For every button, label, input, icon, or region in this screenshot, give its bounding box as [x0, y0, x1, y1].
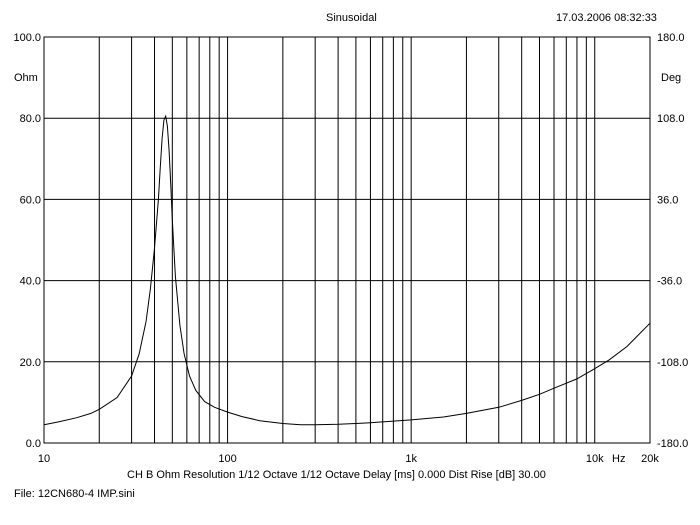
- y-right-tick-label: 108.0: [657, 113, 685, 125]
- y-left-tick-label: 0.0: [26, 438, 41, 450]
- left-tick-labels: 0.0 20.0 40.0 60.0 80.0 100.0: [13, 32, 41, 450]
- y-right-tick-label: 36.0: [657, 194, 678, 206]
- y-right-tick-label: -180.0: [657, 438, 688, 450]
- y-right-tick-label: -108.0: [657, 357, 688, 369]
- right-axis-unit: Deg: [661, 72, 682, 84]
- timestamp: 17.03.2006 08:32:33: [556, 12, 657, 24]
- x-tick-label: 1k: [405, 453, 417, 465]
- plot-frame: [43, 36, 651, 444]
- chart-title: Sinusoidal: [326, 12, 377, 24]
- y-left-tick-label: 20.0: [20, 357, 41, 369]
- y-left-tick-label: 60.0: [20, 194, 41, 206]
- right-tick-labels: 180.0 108.0 36.0 -36.0 -108.0 -180.0: [657, 32, 688, 450]
- y-right-tick-label: 180.0: [657, 32, 685, 44]
- x-tick-labels: 10 100 1k 10k 20k Hz: [38, 453, 659, 465]
- x-axis-unit: Hz: [612, 453, 625, 465]
- x-tick-label: 10k: [586, 453, 604, 465]
- y-left-tick-label: 100.0: [13, 32, 41, 44]
- file-label: File: 12CN680-4 IMP.sini: [14, 488, 135, 500]
- y-left-tick-label: 80.0: [20, 113, 41, 125]
- impedance-curve: [43, 114, 651, 426]
- y-right-tick-label: -36.0: [657, 276, 682, 288]
- y-left-tick-label: 40.0: [20, 276, 41, 288]
- grid-layer: [44, 36, 650, 444]
- x-tick-label: 100: [218, 453, 236, 465]
- x-tick-label: 10: [38, 453, 50, 465]
- measurement-info: CH B Ohm Resolution 1/12 Octave 1/12 Oct…: [127, 469, 546, 481]
- left-axis-unit: Ohm: [14, 72, 38, 84]
- x-tick-label: 20k: [641, 453, 659, 465]
